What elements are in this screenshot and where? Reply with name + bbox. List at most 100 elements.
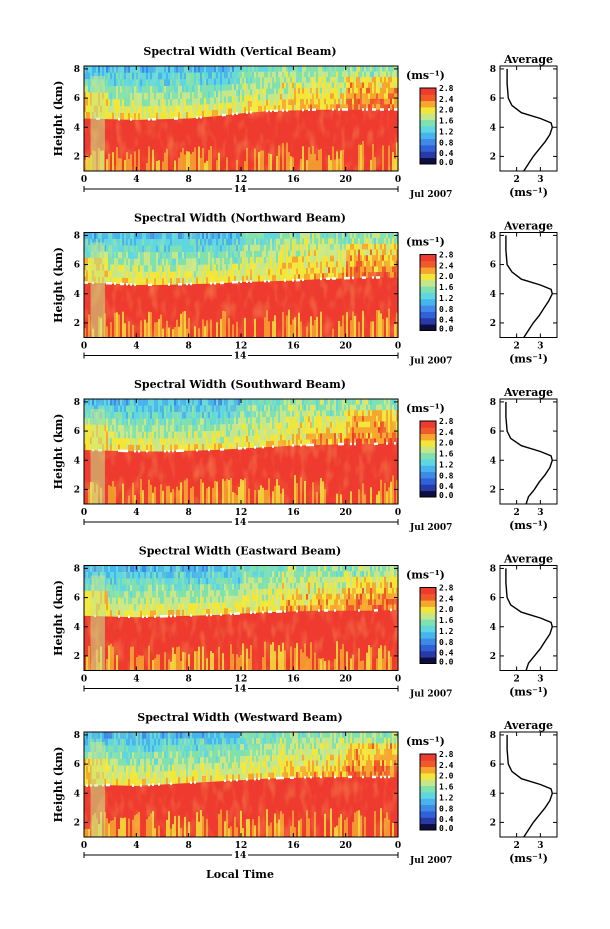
date-label: 14: [234, 352, 247, 362]
texture: [84, 66, 398, 171]
y-tick-label: 4: [74, 123, 80, 133]
x-tick-label: 8: [186, 508, 192, 518]
colorbar-tick-label: 1.2: [439, 460, 454, 469]
y-tick-label: 2: [74, 152, 80, 162]
colorbar-swatch: [420, 132, 436, 140]
colorbar-swatch: [420, 311, 436, 319]
average-frame: [499, 65, 558, 172]
heatmap: [84, 66, 399, 171]
x-tick-label: 12: [235, 508, 248, 518]
colorbar-tick-label: 0.4: [439, 316, 454, 325]
x-tick-label: 20: [339, 342, 352, 352]
x-tick-label: 4: [133, 342, 139, 352]
y-tick-label: 8: [74, 231, 80, 241]
x-tick-label: 0: [395, 342, 401, 352]
date-label: 14: [234, 518, 247, 528]
x-tick-label: 16: [287, 175, 300, 185]
avg-y-tick-label: 6: [490, 261, 496, 271]
avg-y-tick-label: 6: [490, 94, 496, 104]
colorbar-tick-label: 2.0: [439, 272, 454, 281]
heatmap: [84, 232, 399, 338]
panel-4: Spectral Width (Eastward Beam)2468Height…: [52, 545, 558, 700]
avg-x-label: (ms⁻¹): [509, 519, 548, 532]
colorbar-frame: [419, 420, 437, 498]
avg-x-tick-label: 2: [513, 342, 519, 352]
colorbar-tick-label: 2.8: [439, 84, 454, 93]
panel-1: Spectral Width (Vertical Beam)2468Height…: [52, 45, 558, 200]
colorbar-swatch: [420, 107, 436, 114]
colorbar-swatch: [420, 324, 436, 331]
y-tick-label: 8: [74, 398, 80, 408]
colorbar-swatch: [420, 273, 436, 281]
x-tick-label: 8: [186, 342, 192, 352]
y-tick-label: 6: [74, 427, 80, 437]
avg-x-label: (ms⁻¹): [509, 353, 548, 366]
x-tick-label: 16: [287, 508, 300, 518]
x-tick-label: 0: [395, 508, 401, 518]
colorbar-tick-label: 1.2: [439, 127, 454, 136]
x-tick-label: 4: [133, 175, 139, 185]
colorbar-tick-label: 0.0: [439, 325, 454, 334]
x-tick-label: 16: [287, 342, 300, 352]
x-tick-label: 0: [395, 175, 401, 185]
panel-title: Spectral Width (Northward Beam): [134, 212, 346, 225]
texture: [84, 399, 398, 504]
colorbar-swatch: [420, 279, 436, 287]
colorbar-swatch: [420, 465, 436, 473]
average-title: Average: [503, 220, 553, 233]
date-label: 14: [234, 185, 247, 195]
colorbar-swatch: [420, 100, 436, 108]
avg-y-tick-label: 2: [490, 152, 496, 162]
colorbar-swatch: [420, 267, 436, 274]
avg-y-tick-label: 4: [490, 290, 496, 300]
colorbar-tick-label: 1.6: [439, 117, 454, 126]
x-tick-label: 0: [81, 342, 87, 352]
avg-y-tick-label: 4: [490, 123, 496, 133]
colorbar-tick-label: 2.0: [439, 106, 454, 115]
colorbar-tick-label: 0.8: [439, 471, 454, 480]
panel-2: Spectral Width (Northward Beam)2468Heigh…: [52, 212, 558, 367]
y-tick-label: 6: [74, 94, 80, 104]
colorbar-swatch: [420, 126, 436, 133]
colorbar-tick-label: 2.0: [439, 439, 454, 448]
colorbar-swatch: [420, 260, 436, 268]
colorbar-swatch: [420, 440, 436, 447]
colorbar-swatch: [420, 145, 436, 152]
colorbar-swatch: [420, 157, 436, 165]
colorbar-swatch: [420, 433, 436, 441]
x-tick-label: 20: [339, 175, 352, 185]
avg-x-tick-label: 3: [537, 175, 543, 185]
colorbar-unit: (ms⁻¹): [406, 402, 445, 415]
colorbar-swatch: [420, 421, 436, 428]
x-tick-label: 4: [133, 508, 139, 518]
average-title: Average: [503, 53, 553, 66]
panel-title: Spectral Width (Southward Beam): [134, 378, 346, 391]
y-tick-label: 8: [74, 65, 80, 75]
colorbar-tick-label: 1.6: [439, 450, 454, 459]
avg-x-label: (ms⁻¹): [509, 186, 548, 199]
colorbar-swatch: [420, 292, 436, 300]
colorbar-swatch: [420, 446, 436, 454]
colorbar-unit: (ms⁻¹): [406, 236, 445, 249]
colorbar-tick-label: 0.8: [439, 305, 454, 314]
average-title: Average: [503, 386, 553, 399]
y-tick-label: 4: [74, 456, 80, 466]
avg-profile-line: [505, 401, 554, 505]
colorbar-tick-label: 2.8: [439, 251, 454, 260]
colorbar-swatch: [420, 484, 436, 492]
colorbar-swatch: [420, 119, 436, 127]
colorbar-swatch: [420, 427, 436, 435]
avg-y-tick-label: 2: [490, 319, 496, 329]
avg-profile-line: [506, 68, 554, 172]
panel-title: Spectral Width (Vertical Beam): [143, 45, 336, 58]
x-tick-label: 0: [81, 175, 87, 185]
date-bg: [232, 183, 248, 194]
average-frame: [499, 232, 558, 338]
colorbar-frame: [419, 87, 437, 165]
colorbar-swatch: [420, 490, 436, 498]
panel-3: Spectral Width (Southward Beam)2468Heigh…: [52, 378, 558, 533]
colorbar-tick-label: 1.6: [439, 283, 454, 292]
